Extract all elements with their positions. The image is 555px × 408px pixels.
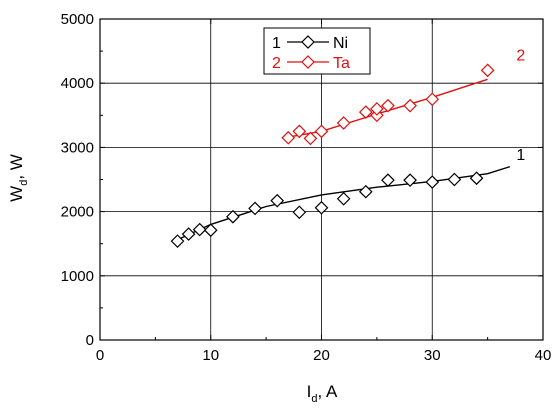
legend-marker-ni xyxy=(301,35,315,49)
data-point-ta xyxy=(281,130,296,145)
data-point-ta xyxy=(425,92,440,107)
data-point-ni xyxy=(403,173,417,187)
data-point-ni xyxy=(181,227,196,241)
legend-box xyxy=(263,27,371,75)
y-tick-label: 5000 xyxy=(61,11,94,28)
data-point-ta xyxy=(303,131,318,146)
data-point-ta xyxy=(403,98,417,113)
y-tick-label: 2000 xyxy=(61,204,94,221)
data-point-ta xyxy=(358,105,373,119)
x-axis-title: Id, A xyxy=(307,382,338,405)
legend-entry-ni: 1 Ni xyxy=(272,35,348,52)
x-tick-label: 0 xyxy=(96,347,104,364)
data-point-ni xyxy=(336,191,351,206)
y-tick-label: 0 xyxy=(86,332,94,349)
legend-number-ta: 2 xyxy=(272,55,281,72)
legend-label-ni: Ni xyxy=(333,35,348,52)
data-point-ni xyxy=(381,173,395,187)
axis-ticks xyxy=(99,18,544,341)
data-point-ta xyxy=(292,124,307,139)
y-tick-label: 3000 xyxy=(61,139,94,156)
data-point-ni xyxy=(192,222,207,237)
y-axis-title: Wd, W xyxy=(7,154,30,202)
data-point-ta xyxy=(381,98,395,113)
data-point-ta xyxy=(314,124,329,139)
y-tick-labels: 0 1000 2000 3000 4000 5000 xyxy=(61,11,94,349)
data-point-ni xyxy=(226,209,240,224)
curve-label-ni: 1 xyxy=(516,147,525,164)
data-point-ni xyxy=(425,175,440,189)
data-point-ta xyxy=(480,63,495,78)
legend: 1 Ni 2 Ta xyxy=(263,27,371,75)
data-point-ni xyxy=(469,171,484,186)
data-point-ta xyxy=(336,116,351,130)
data-point-ta xyxy=(370,102,384,116)
curve-labels: 12 xyxy=(516,48,525,165)
data-point-ni xyxy=(170,234,185,248)
x-tick-labels: 0 10 20 30 40 xyxy=(96,347,552,364)
x-tick-label: 40 xyxy=(535,347,552,364)
y-axis-title-main: W xyxy=(7,186,26,202)
legend-marker-ta xyxy=(301,55,315,69)
y-tick-label: 1000 xyxy=(61,268,94,285)
data-point-ni xyxy=(447,172,462,187)
legend-entry-ta: 2 Ta xyxy=(272,55,350,72)
curve-label-ta: 2 xyxy=(516,48,525,65)
y-axis-title-sub: d xyxy=(18,180,30,186)
data-point-ni xyxy=(314,200,329,215)
data-point-ni xyxy=(358,184,373,199)
x-tick-label: 30 xyxy=(424,347,441,364)
x-tick-label: 10 xyxy=(202,347,219,364)
y-tick-label: 4000 xyxy=(61,75,94,92)
legend-label-ta: Ta xyxy=(333,55,350,72)
x-axis-title-sub: d xyxy=(311,393,317,405)
y-axis-title-unit: , W xyxy=(7,154,26,180)
x-axis-title-unit: , A xyxy=(318,382,339,401)
x-tick-label: 20 xyxy=(313,347,330,364)
legend-number-ni: 1 xyxy=(272,35,281,52)
data-point-ni xyxy=(292,205,307,220)
data-points xyxy=(170,63,495,248)
x-axis-title-main: I xyxy=(307,382,312,401)
data-point-ni xyxy=(248,201,262,216)
data-point-ni xyxy=(203,223,218,238)
data-point-ni xyxy=(270,193,285,208)
